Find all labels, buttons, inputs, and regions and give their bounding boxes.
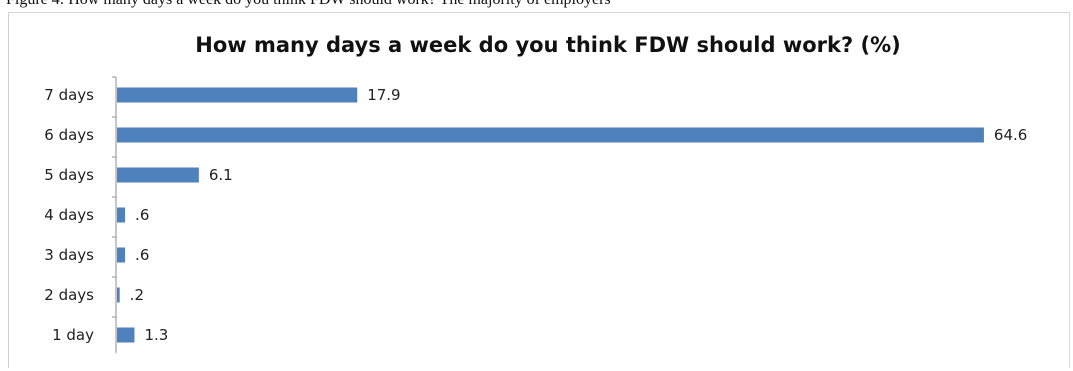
chart-frame (8, 12, 1070, 368)
bar (117, 167, 199, 183)
category-label: 4 days (44, 206, 94, 224)
category-label: 2 days (44, 286, 94, 304)
cropped-caption-text: Figure 4: How many days a week do you th… (6, 0, 611, 9)
data-label: .6 (135, 246, 149, 264)
bar (117, 127, 984, 143)
bar (117, 287, 120, 303)
bar (117, 327, 135, 343)
bars-group: 7 days 17.9 6 days 64.6 5 days 6.1 4 days .6 3 d… (44, 76, 1027, 344)
bar (117, 207, 126, 223)
category-label: 3 days (44, 246, 94, 264)
data-label: .6 (135, 206, 149, 224)
category-label: 5 days (44, 166, 94, 184)
bar (117, 87, 358, 103)
category-label: 6 days (44, 126, 94, 144)
bar (117, 247, 126, 263)
chart-title: How many days a week do you think FDW sh… (195, 33, 900, 57)
data-label: 64.6 (994, 126, 1027, 144)
cropped-caption: Figure 4: How many days a week do you th… (0, 0, 1073, 13)
data-label: 6.1 (209, 166, 233, 184)
category-label: 7 days (44, 86, 94, 104)
data-label: 17.9 (367, 86, 400, 104)
data-label: .2 (130, 286, 144, 304)
category-label: 1 day (52, 326, 94, 344)
data-label: 1.3 (144, 326, 168, 344)
